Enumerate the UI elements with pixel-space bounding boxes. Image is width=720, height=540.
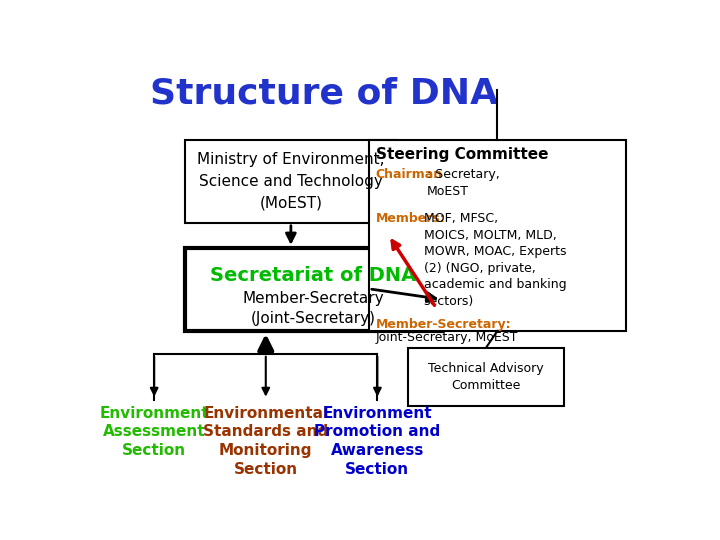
Text: Environmental
Standards and
Monitoring
Section: Environmental Standards and Monitoring S… [203, 406, 328, 477]
Text: Member-Secretary
(Joint-Secretary): Member-Secretary (Joint-Secretary) [243, 291, 384, 326]
Text: Technical Advisory
Committee: Technical Advisory Committee [428, 362, 544, 392]
Text: Ministry of Environment,
Science and Technology
(MoEST): Ministry of Environment, Science and Tec… [197, 152, 384, 211]
Text: : Secretary,
MoEST: : Secretary, MoEST [427, 168, 500, 198]
Text: Environment
Assessment
Section: Environment Assessment Section [99, 406, 209, 458]
Text: Environment
Promotion and
Awareness
Section: Environment Promotion and Awareness Sect… [314, 406, 441, 477]
Text: Member-Secretary:: Member-Secretary: [376, 318, 511, 330]
Bar [185, 248, 441, 331]
Bar [408, 348, 564, 406]
Text: Chairman: Chairman [376, 168, 443, 181]
Text: Secretariat of DNA: Secretariat of DNA [210, 266, 416, 285]
Text: Structure of DNA: Structure of DNA [150, 77, 498, 111]
Text: Joint-Secretary, MoEST: Joint-Secretary, MoEST [376, 331, 518, 344]
Bar [185, 140, 397, 223]
Text: Members:: Members: [376, 212, 446, 225]
Text: MOF, MFSC,
MOICS, MOLTM, MLD,
MOWR, MOAC, Experts
(2) (NGO, private,
academic an: MOF, MFSC, MOICS, MOLTM, MLD, MOWR, MOAC… [423, 212, 567, 308]
Text: Steering Committee: Steering Committee [376, 147, 548, 162]
Bar [369, 140, 626, 331]
